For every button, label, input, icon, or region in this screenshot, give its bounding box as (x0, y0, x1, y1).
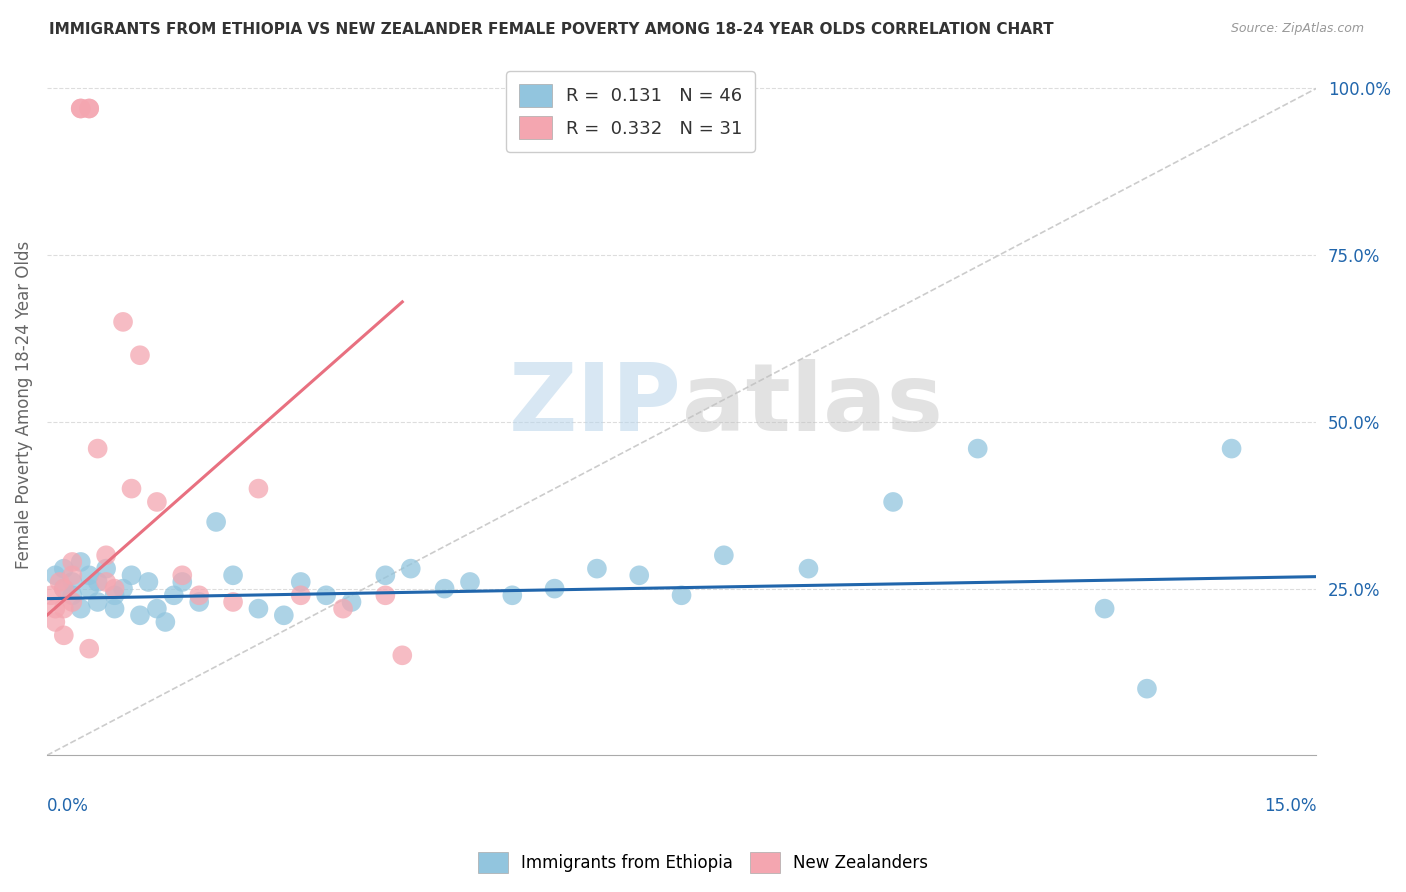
Point (94, 561, 117, 575)
Point (129, 348, 152, 362)
Point (155, 615, 177, 629)
Point (332, 601, 354, 615)
Point (103, 588, 125, 602)
Point (247, 601, 270, 615)
Point (60, 595, 83, 609)
Point (52, 582, 75, 596)
Point (77, 641, 100, 656)
Point (163, 588, 186, 602)
Point (77, 102, 100, 116)
Text: atlas: atlas (682, 359, 942, 451)
Point (543, 582, 565, 596)
Point (586, 561, 609, 575)
Point (882, 495, 904, 509)
Point (222, 568, 245, 582)
Point (52, 582, 75, 596)
Point (188, 595, 211, 609)
Point (121, 482, 143, 496)
Point (172, 574, 194, 589)
Point (86, 595, 108, 609)
Point (290, 574, 312, 589)
Point (52, 628, 75, 642)
Text: Source: ZipAtlas.com: Source: ZipAtlas.com (1230, 22, 1364, 36)
Point (671, 588, 693, 602)
Point (205, 515, 228, 529)
Point (44, 568, 66, 582)
Point (69, 555, 91, 569)
Point (628, 568, 651, 582)
Point (86, 442, 108, 456)
Point (138, 574, 160, 589)
Point (77, 582, 100, 596)
Point (290, 588, 312, 602)
Point (60, 574, 83, 589)
Point (69, 601, 91, 615)
Legend: R =  0.131   N = 46, R =  0.332   N = 31: R = 0.131 N = 46, R = 0.332 N = 31 (506, 71, 755, 152)
Point (340, 595, 363, 609)
Point (458, 574, 481, 589)
Text: 0.0%: 0.0% (46, 797, 89, 815)
Point (121, 568, 143, 582)
Point (48, 574, 70, 589)
Point (247, 482, 270, 496)
Point (52, 561, 75, 575)
Y-axis label: Female Poverty Among 18-24 Year Olds: Female Poverty Among 18-24 Year Olds (15, 241, 32, 569)
Point (112, 315, 135, 329)
Point (146, 495, 169, 509)
Point (94, 574, 117, 589)
Point (188, 588, 211, 602)
Point (146, 601, 169, 615)
Point (1220, 442, 1243, 456)
Point (391, 648, 413, 663)
Text: 15.0%: 15.0% (1264, 797, 1316, 815)
Point (60, 555, 83, 569)
Point (374, 568, 396, 582)
Text: ZIP: ZIP (509, 359, 682, 451)
Point (39, 588, 62, 602)
Text: IMMIGRANTS FROM ETHIOPIA VS NEW ZEALANDER FEMALE POVERTY AMONG 18-24 YEAR OLDS C: IMMIGRANTS FROM ETHIOPIA VS NEW ZEALANDE… (49, 22, 1054, 37)
Point (1094, 601, 1116, 615)
Point (315, 588, 337, 602)
Point (77, 568, 100, 582)
Point (52, 601, 75, 615)
Point (60, 568, 83, 582)
Point (966, 442, 988, 456)
Point (797, 561, 820, 575)
Point (273, 608, 295, 623)
Point (399, 561, 422, 575)
Point (103, 601, 125, 615)
Point (222, 595, 245, 609)
Point (433, 582, 456, 596)
Legend: Immigrants from Ethiopia, New Zealanders: Immigrants from Ethiopia, New Zealanders (471, 846, 935, 880)
Point (86, 574, 108, 589)
Point (94, 549, 117, 563)
Point (172, 568, 194, 582)
Point (103, 582, 125, 596)
Point (44, 615, 66, 629)
Point (44, 601, 66, 615)
Point (1136, 681, 1159, 696)
Point (69, 102, 91, 116)
Point (112, 582, 135, 596)
Point (501, 588, 523, 602)
Point (69, 102, 91, 116)
Point (374, 588, 396, 602)
Point (77, 102, 100, 116)
Point (129, 608, 152, 623)
Point (60, 588, 83, 602)
Point (713, 549, 735, 563)
